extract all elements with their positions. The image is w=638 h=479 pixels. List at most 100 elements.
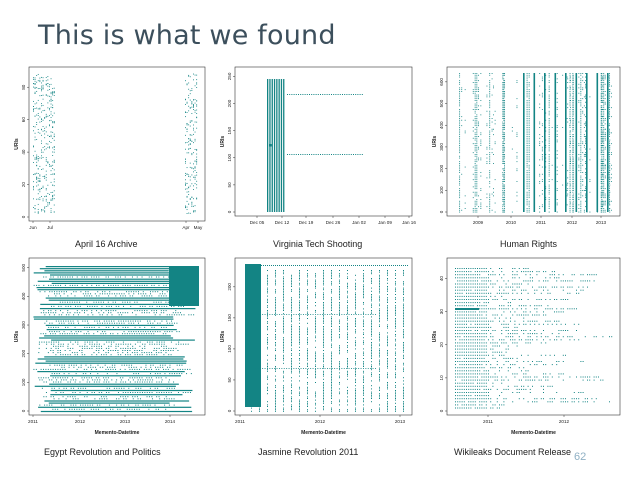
data-point xyxy=(363,279,364,281)
data-point xyxy=(158,368,160,370)
data-point xyxy=(474,168,476,170)
data-point xyxy=(459,134,461,136)
data-point xyxy=(149,387,151,389)
data-point xyxy=(556,157,558,159)
data-point xyxy=(604,136,606,137)
data-point xyxy=(189,198,191,200)
data-point xyxy=(503,107,505,109)
data-point xyxy=(129,333,131,335)
data-point xyxy=(188,144,190,146)
data-point xyxy=(548,172,550,173)
data-point xyxy=(196,104,198,106)
data-point xyxy=(135,331,137,333)
data-point xyxy=(39,178,41,180)
data-point xyxy=(491,193,493,195)
data-point xyxy=(601,181,603,182)
data-point xyxy=(189,125,191,127)
data-point xyxy=(476,121,478,123)
data-point xyxy=(503,209,505,211)
data-point xyxy=(347,270,348,271)
data-point xyxy=(602,179,604,181)
data-point xyxy=(154,331,156,333)
data-point xyxy=(125,291,127,293)
data-point xyxy=(67,320,69,322)
data-point xyxy=(491,148,493,150)
data-point xyxy=(178,305,180,307)
data-point xyxy=(493,188,494,190)
data-point xyxy=(541,80,543,82)
data-point xyxy=(163,368,165,370)
data-point xyxy=(570,141,571,143)
data-point xyxy=(82,373,84,375)
data-point xyxy=(291,274,292,276)
data-point xyxy=(69,381,71,383)
data-point xyxy=(50,210,52,212)
data-point xyxy=(120,379,122,381)
data-point xyxy=(110,343,112,345)
data-point xyxy=(363,329,364,331)
data-point xyxy=(183,314,185,316)
data-point xyxy=(489,159,491,161)
data-point xyxy=(181,364,183,366)
data-point xyxy=(107,350,109,351)
data-point xyxy=(363,401,364,403)
data-point xyxy=(572,163,574,164)
data-point xyxy=(580,109,582,110)
data-point xyxy=(609,92,611,94)
data-point xyxy=(76,310,78,312)
data-point xyxy=(267,284,268,286)
data-point xyxy=(84,354,86,356)
data-point xyxy=(137,381,139,383)
data-point xyxy=(42,151,44,153)
data-point xyxy=(108,392,110,393)
data-point xyxy=(474,94,476,96)
data-point xyxy=(464,89,466,91)
data-point xyxy=(580,155,582,157)
data-point xyxy=(526,134,528,136)
data-point xyxy=(504,94,506,96)
data-point xyxy=(504,155,506,157)
data-point xyxy=(339,310,340,311)
data-point xyxy=(69,312,71,314)
data-point xyxy=(86,345,88,347)
data-point xyxy=(142,404,144,406)
data-point xyxy=(355,372,356,374)
data-point xyxy=(323,366,324,367)
data-point xyxy=(609,107,611,109)
data-point xyxy=(185,158,186,160)
data-point xyxy=(609,80,611,82)
data-point xyxy=(136,354,138,356)
data-point xyxy=(516,157,518,159)
data-point xyxy=(275,391,276,393)
data-point xyxy=(580,123,582,125)
data-point xyxy=(50,165,52,167)
data-point xyxy=(545,157,547,159)
data-point xyxy=(504,125,506,127)
data-point xyxy=(96,343,98,345)
data-point xyxy=(572,80,574,82)
data-point xyxy=(289,94,291,95)
data-point xyxy=(315,94,317,95)
data-point xyxy=(572,103,574,105)
data-point xyxy=(459,206,461,208)
data-point xyxy=(331,378,332,380)
data-point xyxy=(600,208,602,209)
data-point xyxy=(45,188,47,189)
data-point xyxy=(299,337,300,339)
data-point xyxy=(539,73,541,74)
data-point xyxy=(105,333,107,335)
data-point xyxy=(45,347,47,349)
data-point xyxy=(50,83,52,85)
data-point xyxy=(69,276,71,278)
data-point xyxy=(580,202,582,204)
data-point xyxy=(585,121,586,123)
data-point xyxy=(502,125,504,127)
data-point xyxy=(323,382,324,383)
data-point xyxy=(541,204,543,206)
data-point xyxy=(476,182,478,184)
data-point xyxy=(609,96,611,98)
data-point xyxy=(267,295,268,297)
data-point xyxy=(42,80,44,82)
data-point xyxy=(601,112,603,114)
data-point xyxy=(47,161,49,163)
